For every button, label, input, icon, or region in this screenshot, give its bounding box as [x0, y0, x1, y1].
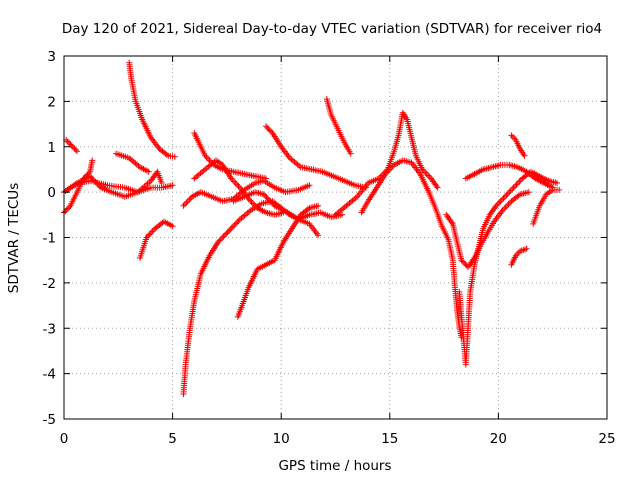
data-point-markers	[508, 245, 530, 268]
y-tick-label: -3	[43, 321, 56, 337]
x-tick-label: 25	[598, 431, 615, 447]
data-point-markers	[234, 202, 322, 320]
data-point-markers	[358, 157, 465, 341]
x-axis-label: GPS time / hours	[278, 458, 391, 474]
series-arc-3	[63, 136, 80, 155]
data-point-markers	[180, 177, 313, 209]
series-arc-15	[323, 96, 354, 157]
y-tick-label: -4	[43, 367, 56, 383]
data-point-markers	[462, 161, 556, 191]
data-point-markers	[530, 186, 563, 227]
y-tick-label: 0	[47, 185, 56, 201]
chart-title: Day 120 of 2021, Sidereal Day-to-day VTE…	[62, 21, 602, 37]
x-tick-label: 20	[490, 431, 507, 447]
x-tick-label: 15	[381, 431, 398, 447]
data-point-markers	[508, 132, 528, 159]
series-arc-7	[137, 218, 176, 261]
series-arc-13	[234, 202, 322, 320]
series-arc-5	[113, 150, 152, 175]
y-tick-label: -5	[43, 412, 56, 428]
y-tick-label: 1	[47, 140, 56, 156]
series-arc-21	[508, 132, 528, 159]
axis-ticks: 0 5 10 15 20 25 -5 -4 -3 -2 -1 0 1 2 3	[43, 49, 616, 447]
series-arc-6	[126, 59, 178, 160]
data-point-markers	[137, 218, 176, 261]
data-point-markers	[323, 96, 354, 157]
series-arc-23	[530, 186, 563, 227]
data-markers	[61, 59, 563, 397]
data-point-markers	[113, 150, 152, 175]
x-tick-label: 10	[273, 431, 290, 447]
data-point-markers	[126, 59, 178, 160]
data-point-markers	[63, 136, 80, 155]
y-tick-label: 3	[47, 49, 56, 65]
y-axis-label: SDTVAR / TECUs	[6, 183, 22, 293]
series-arc-9	[180, 177, 313, 209]
series-arc-22	[508, 245, 530, 268]
data-point-markers	[263, 123, 369, 191]
series-arc-11	[191, 157, 287, 218]
y-tick-label: -1	[43, 231, 56, 247]
data-point-markers	[230, 189, 322, 239]
x-tick-label: 5	[168, 431, 177, 447]
series-arc-20	[462, 161, 556, 191]
series-arc-14	[263, 123, 369, 191]
y-tick-label: -2	[43, 276, 56, 292]
series-arc-12	[230, 189, 322, 239]
data-point-markers	[191, 157, 287, 218]
x-tick-label: 0	[60, 431, 69, 447]
y-tick-label: 2	[47, 94, 56, 110]
series-arc-17	[358, 157, 465, 341]
